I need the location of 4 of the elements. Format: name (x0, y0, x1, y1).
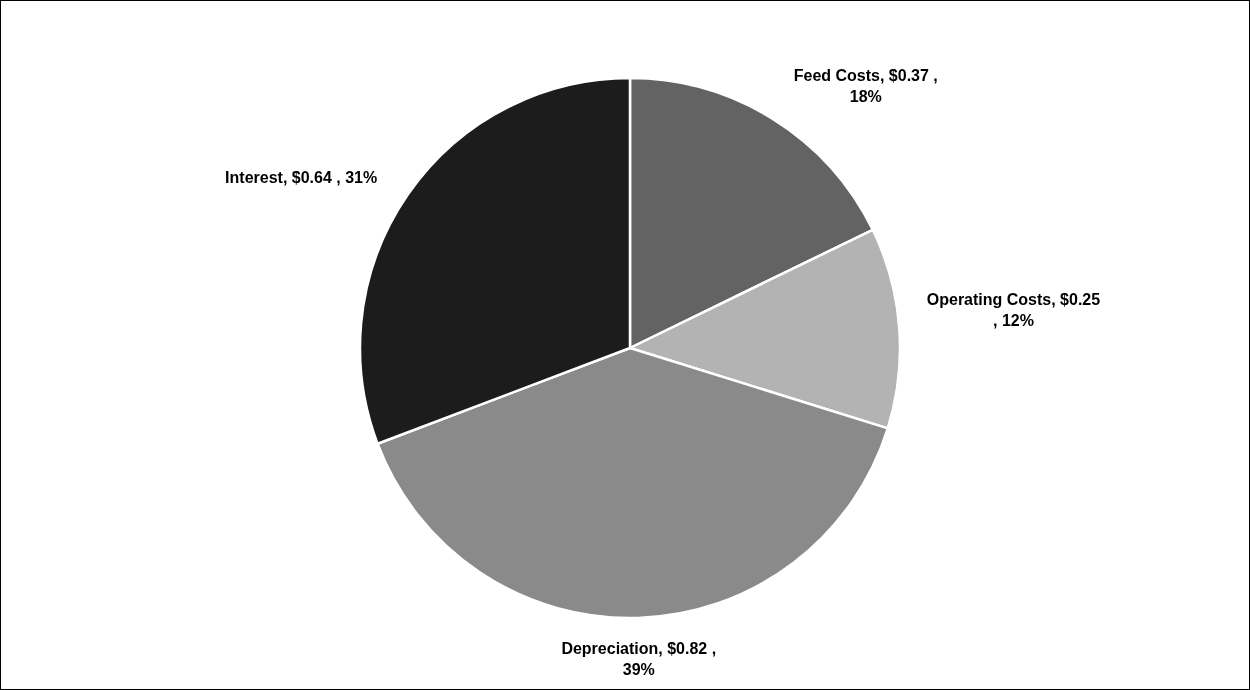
slice-label: Operating Costs, $0.25 , 12% (926, 291, 1101, 330)
slice-label: Depreciation, $0.82 , 39% (561, 639, 717, 678)
slice-label: Feed Costs, $0.37 , 18% (793, 67, 938, 106)
slice-label: Interest, $0.64 , 31% (225, 169, 378, 187)
